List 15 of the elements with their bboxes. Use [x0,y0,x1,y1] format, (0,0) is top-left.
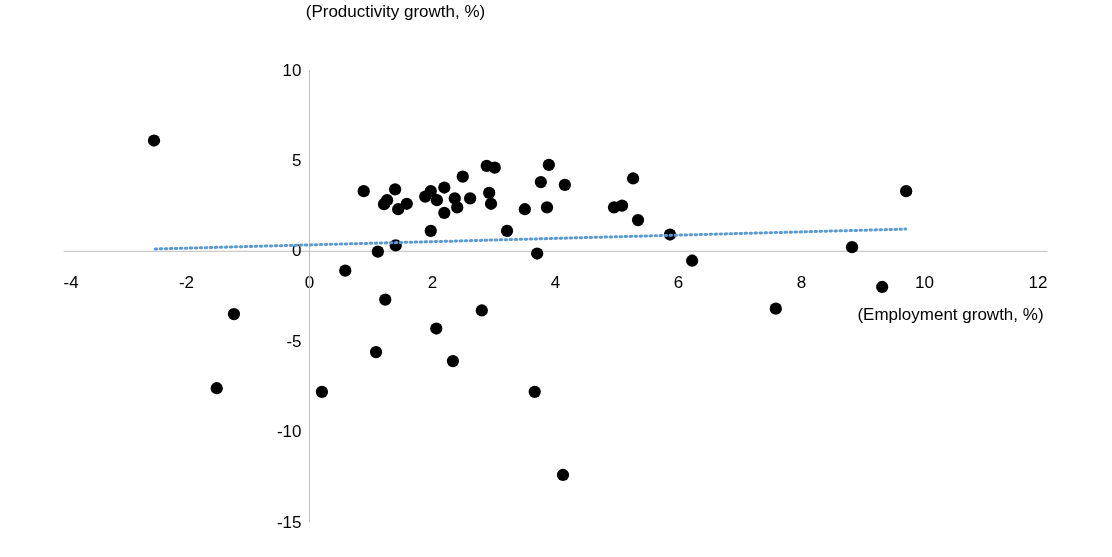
x-tick-label: 8 [796,273,807,293]
x-tick-label: 4 [550,273,561,293]
x-axis-title: (Employment growth, %) [857,305,1044,325]
x-tick-label: 2 [427,273,438,293]
y-tick-label: 10 [282,60,302,80]
y-tick-label: -5 [286,331,302,351]
x-tick-label: 12 [1028,273,1048,293]
x-tick-label: 10 [915,273,934,293]
y-tick-label: -15 [276,512,302,532]
x-tick-label: -2 [178,273,195,293]
y-axis-title: (Productivity growth, %) [305,1,486,21]
y-tick-label: 5 [292,150,302,170]
y-tick-label: -10 [276,422,302,442]
x-tick-label: 6 [673,273,684,293]
x-tick-label: -4 [63,273,79,293]
